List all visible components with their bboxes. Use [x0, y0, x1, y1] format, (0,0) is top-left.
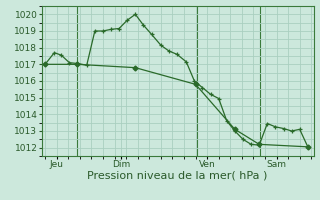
X-axis label: Pression niveau de la mer( hPa ): Pression niveau de la mer( hPa ) [87, 171, 268, 181]
